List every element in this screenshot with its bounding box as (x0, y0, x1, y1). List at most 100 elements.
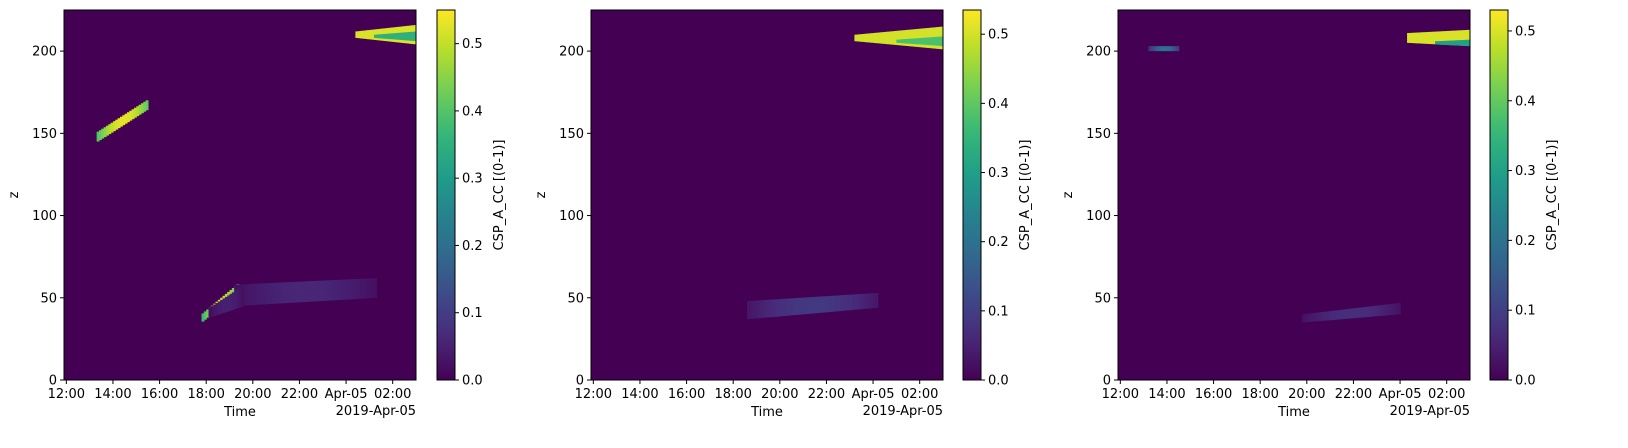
heatmap-cell (758, 300, 762, 319)
heatmap-cell (1367, 306, 1371, 317)
heatmap-cell (1302, 314, 1306, 323)
heatmap-cell (905, 38, 909, 44)
heatmap-cell (1446, 30, 1450, 45)
heatmap-cell (898, 39, 902, 44)
heatmap-cell (1421, 32, 1424, 44)
heatmap-cell (346, 279, 349, 300)
heatmap-cell (133, 107, 137, 118)
x-tick-label: 02:00 (901, 387, 938, 402)
heatmap-cell (224, 296, 228, 313)
heatmap-cell (357, 31, 361, 39)
heatmap-cell (376, 34, 380, 39)
heatmap-cell (259, 283, 263, 305)
heatmap-cell (392, 33, 396, 40)
heatmap-cell (866, 293, 870, 309)
heatmap-cell (840, 295, 844, 311)
heatmap-cell (383, 33, 387, 39)
heatmap-cell (1439, 41, 1443, 45)
heatmap-cell (362, 278, 366, 299)
heatmap-cell (912, 38, 916, 45)
heatmap-cell (831, 295, 835, 312)
heatmap-cell (796, 297, 800, 315)
heatmap-cell (870, 293, 874, 309)
x-tick-label: 22:00 (281, 387, 318, 402)
heatmap-cell (404, 32, 408, 41)
heatmap-cell (779, 299, 783, 317)
heatmap-cell (399, 32, 403, 40)
heatmap-cell (369, 278, 373, 299)
heatmap-cell (103, 127, 107, 138)
heatmap-cell (817, 296, 821, 313)
heatmap-cell (847, 294, 851, 311)
heatmap-cell (786, 298, 790, 316)
plot-frame (63, 9, 417, 381)
heatmap-cell (903, 30, 907, 46)
heatmap-cell (105, 125, 109, 136)
heatmap-cell (910, 38, 914, 44)
heatmap-cell (859, 294, 863, 310)
y-tick-label: 200 (559, 45, 584, 60)
x-tick-label: 20:00 (1288, 387, 1325, 402)
heatmap-cell (873, 293, 876, 309)
heatmap-cell (371, 29, 375, 40)
heatmap-cell (311, 281, 315, 302)
x-tick-label: 16:00 (668, 387, 705, 402)
heatmap-cell (145, 100, 149, 111)
heatmap-cell (245, 284, 249, 306)
heatmap-cell (280, 282, 284, 304)
heatmap-cell (1451, 40, 1455, 46)
heatmap-cells (747, 26, 943, 320)
heatmap-cell (1465, 29, 1469, 46)
heatmap-cell (255, 283, 259, 305)
feature-wedge-4 (1435, 39, 1470, 47)
heatmap-cell (278, 282, 282, 304)
y-tick-label: 100 (32, 209, 57, 224)
feature-wedge-3 (896, 36, 943, 47)
x-offset-label: 2019-Apr-05 (1390, 404, 1470, 419)
y-tick-label: 0 (1103, 374, 1111, 389)
x-tick-label: 02:00 (1428, 387, 1465, 402)
x-axis-label: Time (223, 405, 256, 420)
heatmap-cell (243, 284, 247, 306)
heatmap-cell (833, 295, 837, 312)
heatmap-cell (812, 296, 816, 314)
heatmap-cell (924, 37, 928, 45)
heatmap-cell (880, 32, 883, 44)
heatmap-cell (873, 32, 876, 43)
heatmap-cell (409, 31, 412, 41)
heatmap-cell (343, 279, 347, 300)
feature-blob-2 (1302, 302, 1401, 323)
heatmap-cell (854, 294, 858, 310)
colorbar-tick-label: 0.4 (462, 104, 483, 119)
heatmap-cell (912, 29, 916, 47)
heatmap-cell (1325, 311, 1329, 321)
heatmap-cell (849, 294, 853, 311)
colorbar-tick-label: 0.2 (1515, 234, 1536, 249)
heatmap-cell (301, 281, 305, 303)
heatmap-cell (327, 280, 331, 301)
heatmap-cell (1304, 313, 1308, 323)
heatmap-cell (1444, 40, 1448, 45)
heatmap-panel-3: 12:00 14:00 16:00 18:00 20:00 22:00 Apr-05 02:0… (1061, 9, 1560, 420)
heatmap-cell (1439, 31, 1443, 45)
colorbar-tick-label: 0.0 (462, 374, 483, 389)
colorbar-tick-label: 0.2 (462, 239, 483, 254)
y-tick-label: 150 (1086, 127, 1111, 142)
heatmap-cell (238, 287, 242, 308)
heatmap-cell (208, 307, 212, 318)
heatmap-cell (1416, 32, 1420, 44)
heatmap-cell (842, 295, 846, 311)
heatmap-cell (332, 280, 336, 301)
heatmap-cell (266, 283, 270, 305)
heatmap-cell (306, 281, 310, 302)
heatmap-cell (1374, 305, 1378, 317)
heatmap-cell (877, 32, 881, 44)
x-tick-label: 16:00 (141, 387, 178, 402)
heatmap-cell (915, 29, 918, 47)
heatmap-cell (367, 278, 370, 299)
heatmap-cell (308, 281, 312, 302)
heatmap-cell (1155, 46, 1159, 52)
heatmap-cell (868, 33, 872, 43)
heatmap-cell (884, 31, 888, 45)
heatmap-cell (304, 281, 308, 302)
